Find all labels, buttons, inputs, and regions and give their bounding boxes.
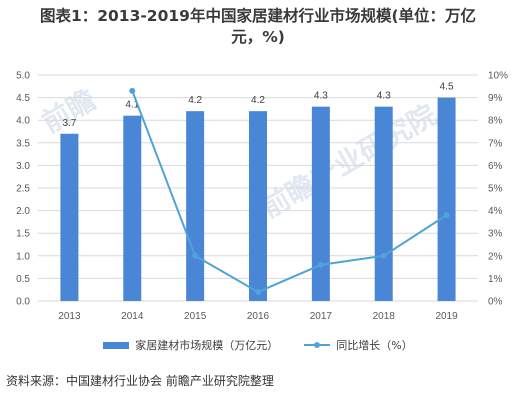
bar (123, 115, 142, 302)
y-left-tick-label: 0.0 (16, 297, 30, 308)
growth-point (443, 212, 450, 219)
y-left-tick-label: 1.5 (16, 229, 30, 240)
y-right-tick-label: 2% (488, 251, 503, 262)
chart-legend: 家居建材市场规模（万亿元） 同比增长（%） (0, 337, 516, 353)
bar-data-label: 4.2 (251, 95, 265, 106)
y-left-tick-label: 5.0 (16, 71, 30, 82)
x-tick-label: 2016 (247, 311, 270, 322)
bar (311, 106, 330, 301)
bar (60, 133, 79, 301)
legend-line-label: 同比增长（%） (336, 339, 413, 352)
y-left-tick-label: 3.0 (16, 161, 30, 172)
y-left-tick-label: 0.5 (16, 274, 30, 285)
y-right-tick-label: 6% (488, 161, 503, 172)
y-left-tick-label: 4.0 (16, 116, 30, 127)
growth-point (380, 252, 387, 259)
x-tick-label: 2019 (435, 311, 458, 322)
growth-line (131, 90, 448, 294)
x-tick-label: 2014 (121, 311, 144, 322)
y-left-tick-label: 3.5 (16, 138, 30, 149)
y-right-tick-label: 5% (488, 184, 503, 195)
chart-title: 图表1：2013-2019年中国家居建材行业市场规模(单位：万亿 元，%) (0, 6, 516, 48)
source-note: 资料来源：中国建材行业协会 前瞻产业研究院整理 (6, 374, 274, 388)
bar-data-label: 4.2 (188, 95, 202, 106)
legend-item-bar: 家居建材市场规模（万亿元） (103, 337, 278, 353)
y-right-tick-label: 7% (488, 138, 503, 149)
bar-data-label: 4.3 (377, 91, 391, 102)
legend-bar-swatch (103, 341, 130, 349)
legend-item-line: 同比增长（%） (304, 337, 413, 353)
bar (186, 111, 205, 301)
chart-title-line2: 元，%) (231, 28, 285, 46)
x-tick-label: 2017 (310, 311, 333, 322)
chart-title-line1: 图表1：2013-2019年中国家居建材行业市场规模(单位：万亿 (39, 7, 477, 25)
y-right-tick-label: 4% (488, 206, 503, 217)
growth-point (255, 288, 261, 295)
legend-line-swatch (304, 341, 331, 349)
y-left-tick-label: 2.5 (16, 184, 30, 195)
y-left-tick-label: 1.0 (16, 251, 30, 262)
growth-point (192, 252, 199, 259)
y-right-tick-label: 1% (488, 274, 503, 285)
growth-point (317, 261, 324, 268)
bar-data-label: 3.7 (62, 118, 76, 129)
y-right-tick-label: 9% (488, 93, 503, 104)
y-left-tick-label: 2.0 (16, 206, 30, 217)
bar-data-label: 4.1 (125, 100, 139, 111)
bar (374, 106, 393, 301)
y-left-tick-label: 4.5 (16, 93, 30, 104)
y-right-tick-label: 10% (488, 71, 508, 82)
x-tick-label: 2018 (373, 311, 396, 322)
bar-data-label: 4.3 (314, 91, 328, 102)
growth-point (129, 87, 136, 94)
y-right-tick-label: 0% (488, 297, 503, 308)
x-tick-label: 2013 (58, 311, 81, 322)
legend-bar-label: 家居建材市场规模（万亿元） (135, 339, 279, 352)
x-tick-label: 2015 (184, 311, 207, 322)
bar-data-label: 4.5 (440, 82, 454, 93)
chart-plot: 0.0 0.5 1.0 1.5 2.0 2.5 3.0 3.5 4.0 4.5 5.0 0% 1% 2% 3… (16, 71, 508, 323)
y-right-tick-label: 8% (488, 116, 503, 127)
bar (249, 111, 267, 301)
bar (437, 97, 456, 301)
y-right-tick-label: 3% (488, 229, 503, 240)
